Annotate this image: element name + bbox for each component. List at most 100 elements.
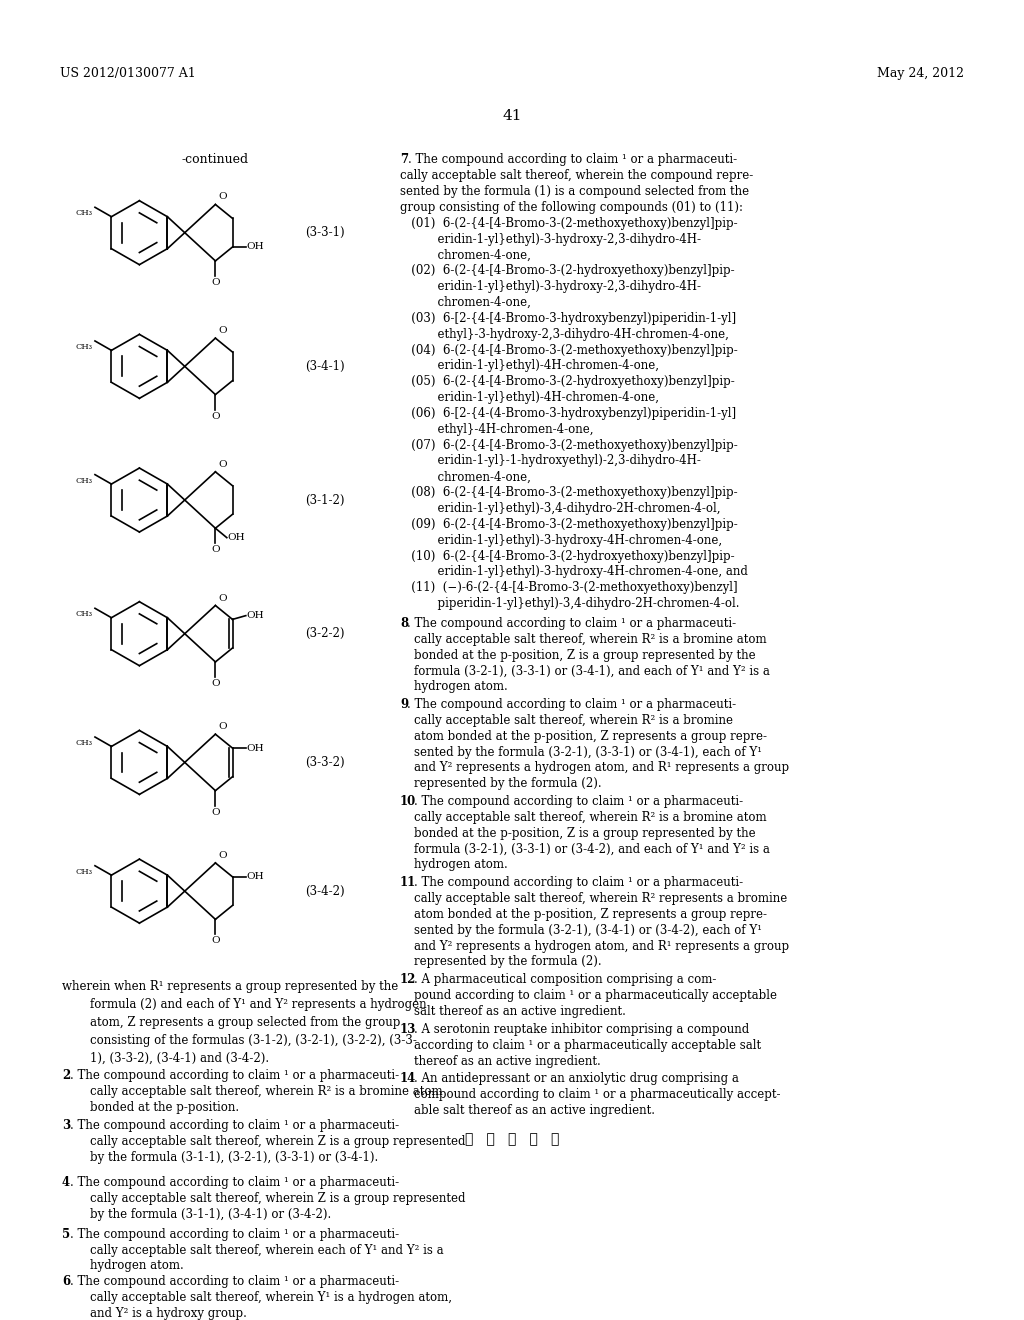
Text: sented by the formula (3-2-1), (3-3-1) or (3-4-1), each of Y¹: sented by the formula (3-2-1), (3-3-1) o… [414, 746, 762, 759]
Text: (09)  6-(2-{4-[4-Bromo-3-(2-methoxyethoxy)benzyl]pip-: (09) 6-(2-{4-[4-Bromo-3-(2-methoxyethoxy… [400, 517, 737, 531]
Text: O: O [218, 722, 227, 731]
Text: cally acceptable salt thereof, wherein R² represents a bromine: cally acceptable salt thereof, wherein R… [414, 892, 787, 906]
Text: represented by the formula (2).: represented by the formula (2). [414, 956, 602, 969]
Text: 4: 4 [62, 1176, 70, 1189]
Text: compound according to claim ¹ or a pharmaceutically accept-: compound according to claim ¹ or a pharm… [414, 1088, 780, 1101]
Text: 3: 3 [62, 1119, 71, 1131]
Text: atom, Z represents a group selected from the group: atom, Z represents a group selected from… [90, 1016, 400, 1028]
Text: (01)  6-(2-{4-[4-Bromo-3-(2-methoxyethoxy)benzyl]pip-: (01) 6-(2-{4-[4-Bromo-3-(2-methoxyethoxy… [400, 216, 737, 230]
Text: consisting of the formulas (3-1-2), (3-2-1), (3-2-2), (3-3-: consisting of the formulas (3-1-2), (3-2… [90, 1034, 417, 1047]
Text: 11: 11 [400, 876, 416, 890]
Text: eridin-1-yl}ethyl)-4H-chromen-4-one,: eridin-1-yl}ethyl)-4H-chromen-4-one, [400, 359, 659, 372]
Text: by the formula (3-1-1), (3-4-1) or (3-4-2).: by the formula (3-1-1), (3-4-1) or (3-4-… [90, 1208, 331, 1221]
Text: sented by the formula (1) is a compound selected from the: sented by the formula (1) is a compound … [400, 185, 750, 198]
Text: CH₃: CH₃ [76, 477, 93, 484]
Text: O: O [211, 936, 220, 945]
Text: . The compound according to claim ¹ or a pharmaceuti-: . The compound according to claim ¹ or a… [70, 1176, 399, 1189]
Text: O: O [211, 545, 220, 554]
Text: O: O [211, 412, 220, 421]
Text: by the formula (3-1-1), (3-2-1), (3-3-1) or (3-4-1).: by the formula (3-1-1), (3-2-1), (3-3-1)… [90, 1151, 378, 1163]
Text: 2: 2 [62, 1069, 71, 1082]
Text: (05)  6-(2-{4-[4-Bromo-3-(2-hydroxyethoxy)benzyl]pip-: (05) 6-(2-{4-[4-Bromo-3-(2-hydroxyethoxy… [400, 375, 735, 388]
Text: 12: 12 [400, 973, 417, 986]
Text: O: O [218, 193, 227, 202]
Text: . A serotonin reuptake inhibitor comprising a compound: . A serotonin reuptake inhibitor compris… [414, 1023, 750, 1036]
Text: eridin-1-yl}-1-hydroxyethyl)-2,3-dihydro-4H-: eridin-1-yl}-1-hydroxyethyl)-2,3-dihydro… [400, 454, 700, 467]
Text: wherein when R¹ represents a group represented by the: wherein when R¹ represents a group repre… [62, 981, 398, 993]
Text: 8: 8 [400, 616, 409, 630]
Text: pound according to claim ¹ or a pharmaceutically acceptable: pound according to claim ¹ or a pharmace… [414, 989, 777, 1002]
Text: thereof as an active ingredient.: thereof as an active ingredient. [414, 1055, 601, 1068]
Text: eridin-1-yl}ethyl)-3-hydroxy-4H-chromen-4-one,: eridin-1-yl}ethyl)-3-hydroxy-4H-chromen-… [400, 533, 722, 546]
Text: cally acceptable salt thereof, wherein R² is a bromine: cally acceptable salt thereof, wherein R… [414, 714, 733, 727]
Text: (3-2-2): (3-2-2) [305, 627, 344, 640]
Text: CH₃: CH₃ [76, 867, 93, 875]
Text: piperidin-1-yl}ethyl)-3,4-dihydro-2H-chromen-4-ol.: piperidin-1-yl}ethyl)-3,4-dihydro-2H-chr… [400, 597, 739, 610]
Text: . The compound according to claim ¹ or a pharmaceuti-: . The compound according to claim ¹ or a… [414, 795, 743, 808]
Text: O: O [218, 594, 227, 602]
Text: represented by the formula (2).: represented by the formula (2). [414, 777, 602, 791]
Text: eridin-1-yl}ethyl)-3-hydroxy-2,3-dihydro-4H-: eridin-1-yl}ethyl)-3-hydroxy-2,3-dihydro… [400, 232, 701, 246]
Text: cally acceptable salt thereof, wherein Y¹ is a hydrogen atom,: cally acceptable salt thereof, wherein Y… [90, 1291, 452, 1304]
Text: eridin-1-yl}ethyl)-4H-chromen-4-one,: eridin-1-yl}ethyl)-4H-chromen-4-one, [400, 391, 659, 404]
Text: atom bonded at the p-position, Z represents a group repre-: atom bonded at the p-position, Z represe… [414, 908, 767, 921]
Text: formula (3-2-1), (3-3-1) or (3-4-1), and each of Y¹ and Y² is a: formula (3-2-1), (3-3-1) or (3-4-1), and… [414, 664, 770, 677]
Text: chromen-4-one,: chromen-4-one, [400, 296, 530, 309]
Text: . The compound according to claim ¹ or a pharmaceuti-: . The compound according to claim ¹ or a… [70, 1119, 399, 1131]
Text: O: O [218, 326, 227, 335]
Text: OH: OH [247, 743, 264, 752]
Text: O: O [211, 279, 220, 286]
Text: . An antidepressant or an anxiolytic drug comprising a: . An antidepressant or an anxiolytic dru… [414, 1072, 739, 1085]
Text: -continued: -continued [181, 153, 249, 166]
Text: according to claim ¹ or a pharmaceutically acceptable salt: according to claim ¹ or a pharmaceutical… [414, 1039, 761, 1052]
Text: cally acceptable salt thereof, wherein R² is a bromine atom: cally acceptable salt thereof, wherein R… [90, 1085, 442, 1098]
Text: cally acceptable salt thereof, wherein each of Y¹ and Y² is a: cally acceptable salt thereof, wherein e… [90, 1243, 443, 1257]
Text: group consisting of the following compounds (01) to (11):: group consisting of the following compou… [400, 201, 743, 214]
Text: (3-4-1): (3-4-1) [305, 360, 345, 372]
Text: bonded at the p-position, Z is a group represented by the: bonded at the p-position, Z is a group r… [414, 648, 756, 661]
Text: (11)  (−)-6-(2-{4-[4-Bromo-3-(2-methoxyethoxy)benzyl]: (11) (−)-6-(2-{4-[4-Bromo-3-(2-methoxyet… [400, 581, 737, 594]
Text: 6: 6 [62, 1275, 70, 1288]
Text: eridin-1-yl}ethyl)-3-hydroxy-4H-chromen-4-one, and: eridin-1-yl}ethyl)-3-hydroxy-4H-chromen-… [400, 565, 748, 578]
Text: and Y² is a hydroxy group.: and Y² is a hydroxy group. [90, 1307, 247, 1320]
Text: eridin-1-yl}ethyl)-3,4-dihydro-2H-chromen-4-ol,: eridin-1-yl}ethyl)-3,4-dihydro-2H-chrome… [400, 502, 721, 515]
Text: atom bonded at the p-position, Z represents a group repre-: atom bonded at the p-position, Z represe… [414, 730, 767, 743]
Text: . The compound according to claim ¹ or a pharmaceuti-: . The compound according to claim ¹ or a… [70, 1228, 399, 1241]
Text: 9: 9 [400, 698, 409, 711]
Text: cally acceptable salt thereof, wherein Z is a group represented: cally acceptable salt thereof, wherein Z… [90, 1192, 466, 1205]
Text: May 24, 2012: May 24, 2012 [877, 67, 964, 81]
Text: 41: 41 [502, 110, 522, 123]
Text: and Y² represents a hydrogen atom, and R¹ represents a group: and Y² represents a hydrogen atom, and R… [414, 940, 790, 953]
Text: . The compound according to claim ¹ or a pharmaceuti-: . The compound according to claim ¹ or a… [70, 1069, 399, 1082]
Text: ethyl}-4H-chromen-4-one,: ethyl}-4H-chromen-4-one, [400, 422, 594, 436]
Text: (3-4-2): (3-4-2) [305, 884, 345, 898]
Text: (08)  6-(2-{4-[4-Bromo-3-(2-methoxyethoxy)benzyl]pip-: (08) 6-(2-{4-[4-Bromo-3-(2-methoxyethoxy… [400, 486, 737, 499]
Text: O: O [218, 459, 227, 469]
Text: formula (2) and each of Y¹ and Y² represents a hydrogen: formula (2) and each of Y¹ and Y² repres… [90, 998, 427, 1011]
Text: bonded at the p-position, Z is a group represented by the: bonded at the p-position, Z is a group r… [414, 826, 756, 840]
Text: (3-3-1): (3-3-1) [305, 226, 345, 239]
Text: bonded at the p-position.: bonded at the p-position. [90, 1101, 240, 1114]
Text: cally acceptable salt thereof, wherein the compound repre-: cally acceptable salt thereof, wherein t… [400, 169, 754, 182]
Text: OH: OH [227, 533, 246, 543]
Text: . The compound according to claim ¹ or a pharmaceuti-: . The compound according to claim ¹ or a… [70, 1275, 399, 1288]
Text: OH: OH [247, 873, 264, 882]
Text: OH: OH [247, 611, 264, 620]
Text: CH₃: CH₃ [76, 210, 93, 218]
Text: salt thereof as an active ingredient.: salt thereof as an active ingredient. [414, 1005, 626, 1018]
Text: hydrogen atom.: hydrogen atom. [414, 858, 508, 871]
Text: and Y² represents a hydrogen atom, and R¹ represents a group: and Y² represents a hydrogen atom, and R… [414, 762, 790, 775]
Text: ethyl}-3-hydroxy-2,3-dihydro-4H-chromen-4-one,: ethyl}-3-hydroxy-2,3-dihydro-4H-chromen-… [400, 327, 729, 341]
Text: cally acceptable salt thereof, wherein Z is a group represented: cally acceptable salt thereof, wherein Z… [90, 1135, 466, 1147]
Text: . The compound according to claim ¹ or a pharmaceuti-: . The compound according to claim ¹ or a… [414, 876, 743, 890]
Text: O: O [218, 851, 227, 859]
Text: chromen-4-one,: chromen-4-one, [400, 248, 530, 261]
Text: 1), (3-3-2), (3-4-1) and (3-4-2).: 1), (3-3-2), (3-4-1) and (3-4-2). [90, 1052, 269, 1064]
Text: O: O [211, 808, 220, 817]
Text: 10: 10 [400, 795, 416, 808]
Text: . The compound according to claim ¹ or a pharmaceuti-: . The compound according to claim ¹ or a… [407, 616, 736, 630]
Text: cally acceptable salt thereof, wherein R² is a bromine atom: cally acceptable salt thereof, wherein R… [414, 810, 767, 824]
Text: OH: OH [247, 243, 264, 252]
Text: (10)  6-(2-{4-[4-Bromo-3-(2-hydroxyethoxy)benzyl]pip-: (10) 6-(2-{4-[4-Bromo-3-(2-hydroxyethoxy… [400, 549, 734, 562]
Text: able salt thereof as an active ingredient.: able salt thereof as an active ingredien… [414, 1104, 655, 1117]
